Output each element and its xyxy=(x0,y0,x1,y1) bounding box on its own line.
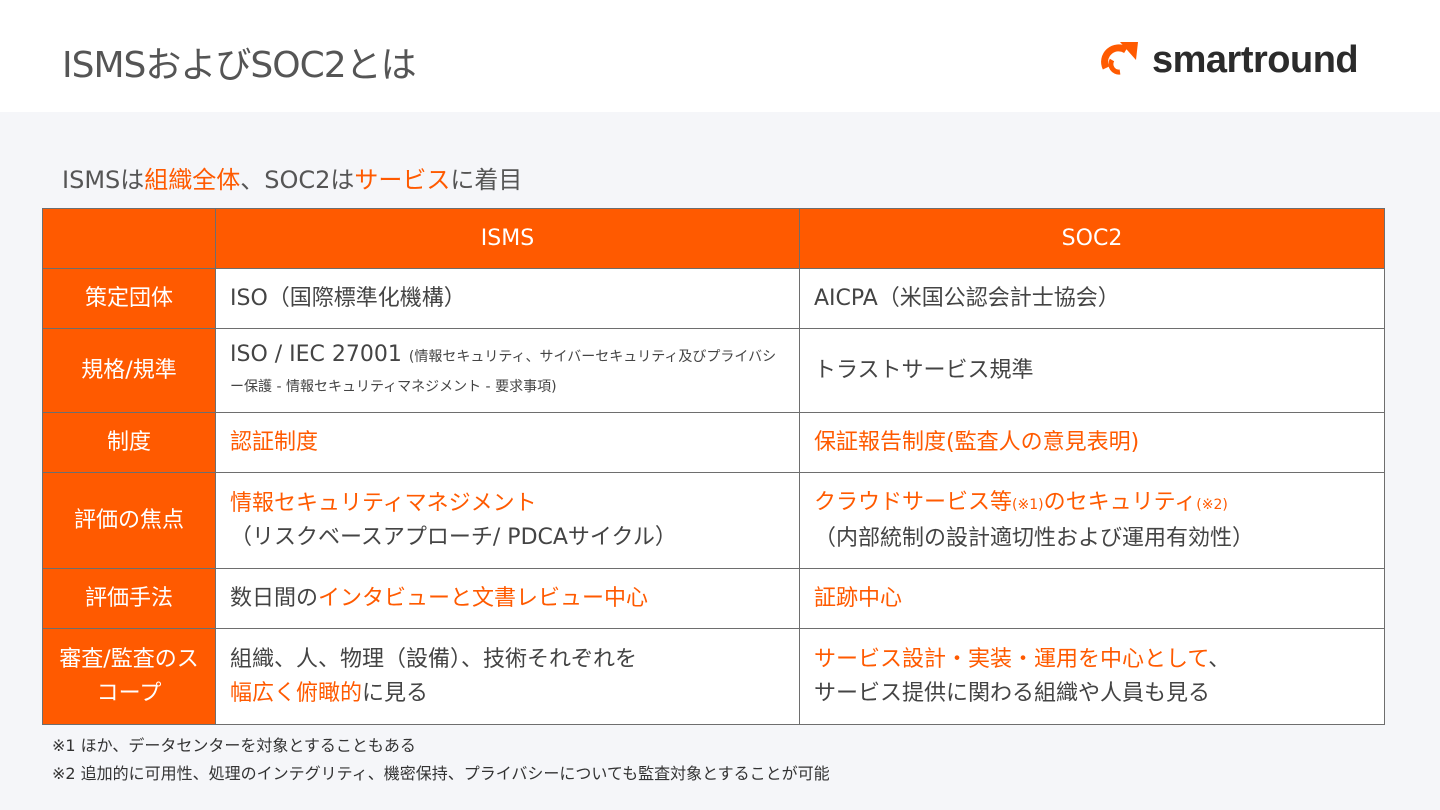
highlighted-text: 組織全体 xyxy=(144,166,241,194)
highlighted-text: 情報セキュリティマネジメント xyxy=(230,490,537,516)
text-segment: （内部統制の設計適切性および運用有効性） xyxy=(814,525,1255,551)
footnotes: ※1 ほか、データセンターを対象とすることもある ※2 追加的に可用性、処理のイ… xyxy=(52,732,830,788)
cell-isms: 認証制度 xyxy=(215,412,800,473)
table-row: 評価の焦点 情報セキュリティマネジメント （リスクベースアプローチ/ PDCAサイク… xyxy=(42,472,1385,569)
text-segment: 数日間の xyxy=(230,585,319,611)
highlighted-text: 幅広く俯瞰的 xyxy=(230,680,363,706)
text-segment: ISO（国際標準化機構） xyxy=(230,285,466,311)
row-label: 規格/規準 xyxy=(42,328,216,413)
text-segment: ISMSは xyxy=(62,166,145,194)
smartround-logo: smartround xyxy=(1098,38,1359,82)
text-segment: ISO / IEC 27001 xyxy=(230,341,409,367)
table-header-row: ISMS SOC2 xyxy=(42,208,1385,269)
row-label: 評価の焦点 xyxy=(42,472,216,569)
row-label: 審査/監査のスコープ xyxy=(42,628,216,725)
text-segment: サービス提供に関わる組織や人員も見る xyxy=(814,680,1211,706)
cell-isms: 組織、人、物理（設備）、技術それぞれを 幅広く俯瞰的に見る xyxy=(215,628,800,725)
highlighted-text: (※2) xyxy=(1196,496,1228,513)
highlighted-text: (※1) xyxy=(1012,496,1044,513)
row-label: 評価手法 xyxy=(42,568,216,629)
highlighted-text: クラウドサービス等 xyxy=(814,489,1013,515)
comparison-table: ISMS SOC2 策定団体 ISO（国際標準化機構） AICPA（米国公認会計士協… xyxy=(42,208,1385,725)
table-row: 規格/規準 ISO / IEC 27001 (情報セキュリティ、サイバーセキュリテ… xyxy=(42,328,1385,413)
table-row: 審査/監査のスコープ 組織、人、物理（設備）、技術それぞれを 幅広く俯瞰的に見る サー… xyxy=(42,628,1385,725)
table-row: 策定団体 ISO（国際標準化機構） AICPA（米国公認会計士協会） xyxy=(42,268,1385,329)
row-label: 策定団体 xyxy=(42,268,216,329)
footnote-2: ※2 追加的に可用性、処理のインテグリティ、機密保持、プライバシーについても監査… xyxy=(52,764,830,783)
text-segment: 組織、人、物理（設備）、技術それぞれを xyxy=(230,646,638,672)
footnote-1: ※1 ほか、データセンターを対象とすることもある xyxy=(52,736,416,755)
logo-arrow-icon xyxy=(1101,42,1138,75)
text-segment: （リスクベースアプローチ/ PDCAサイクル） xyxy=(230,524,677,550)
row-label: 制度 xyxy=(42,412,216,473)
highlighted-text: 証跡中心 xyxy=(814,585,903,611)
column-header xyxy=(42,208,216,269)
cell-isms: 数日間のインタビューと文書レビュー中心 xyxy=(215,568,800,629)
text-segment: に着目 xyxy=(450,166,523,194)
column-header-isms: ISMS xyxy=(215,208,800,269)
page-title: ISMSおよびSOC2とは xyxy=(62,45,417,86)
cell-soc2: 証跡中心 xyxy=(799,568,1385,629)
cell-isms: ISO / IEC 27001 (情報セキュリティ、サイバーセキュリティ及びプラ… xyxy=(215,328,800,413)
top-bar xyxy=(0,0,1440,112)
cell-soc2: サービス設計・実装・運用を中心として、サービス提供に関わる組織や人員も見る xyxy=(799,628,1385,725)
text-segment: 、SOC2は xyxy=(240,166,355,194)
highlighted-text: サービス設計・実装・運用を中心として xyxy=(814,646,1209,672)
cell-soc2: クラウドサービス等(※1)のセキュリティ(※2) （内部統制の設計適切性および運用… xyxy=(799,472,1385,569)
cell-isms: ISO（国際標準化機構） xyxy=(215,268,800,329)
cell-soc2: AICPA（米国公認会計士協会） xyxy=(799,268,1385,329)
highlighted-text: 認証制度 xyxy=(230,429,319,455)
text-segment: トラストサービス規準 xyxy=(814,357,1034,383)
cell-soc2: トラストサービス規準 xyxy=(799,328,1385,413)
text-segment: (情報セキュリティ、サイバーセキュリティ及びプライバシー保護 - 情報セキュリテ… xyxy=(230,348,777,395)
highlighted-text: インタビューと文書レビュー中心 xyxy=(318,585,649,611)
text-segment: に見る xyxy=(362,680,429,706)
highlighted-text: のセキュリティ xyxy=(1043,489,1197,515)
table-row: 制度 認証制度 保証報告制度(監査人の意見表明) xyxy=(42,412,1385,473)
highlighted-text: 保証報告制度(監査人の意見表明) xyxy=(814,429,1140,455)
table-row: 評価手法 数日間のインタビューと文書レビュー中心 証跡中心 xyxy=(42,568,1385,629)
text-segment: AICPA（米国公認会計士協会） xyxy=(814,285,1120,311)
subtitle: ISMSは組織全体、SOC2はサービスに着目 xyxy=(62,160,522,195)
cell-soc2: 保証報告制度(監査人の意見表明) xyxy=(799,412,1385,473)
text-segment: 、 xyxy=(1208,646,1231,672)
highlighted-text: サービス xyxy=(354,166,451,194)
logo-text: smartround xyxy=(1152,38,1359,81)
column-header-soc2: SOC2 xyxy=(799,208,1385,269)
cell-isms: 情報セキュリティマネジメント （リスクベースアプローチ/ PDCAサイクル） xyxy=(215,472,800,569)
